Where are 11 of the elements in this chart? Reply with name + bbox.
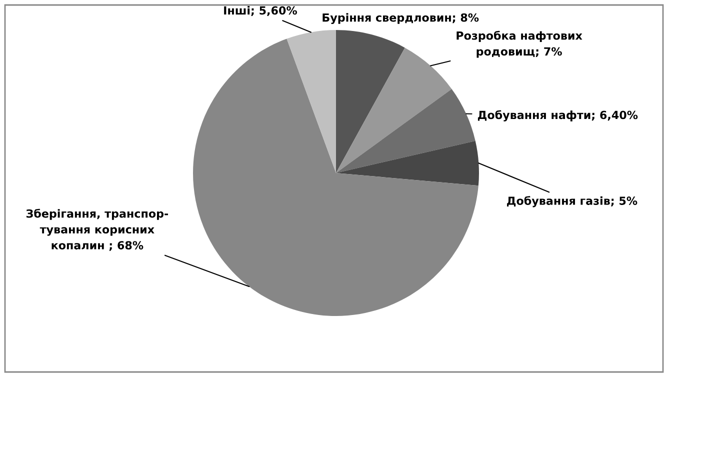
pie-slice: [286, 30, 336, 173]
slice-label: Розробка нафтових родовищ; 7%: [456, 30, 582, 58]
slice-label: Зберігання, транспор- тування корисних копалин ; 68%: [26, 208, 168, 251]
slice-label: Добування нафти; 6,40%: [478, 110, 638, 122]
pie-slice: [336, 48, 452, 173]
pie-slice: [336, 88, 476, 173]
pie-slice: [336, 30, 405, 173]
pie-slice: [336, 140, 479, 186]
slice-label: Буріння свердловин; 8%: [322, 13, 479, 24]
slice-label: Добування газів; 5%: [507, 196, 638, 208]
slice-label: Інші; 5,60%: [224, 6, 297, 16]
